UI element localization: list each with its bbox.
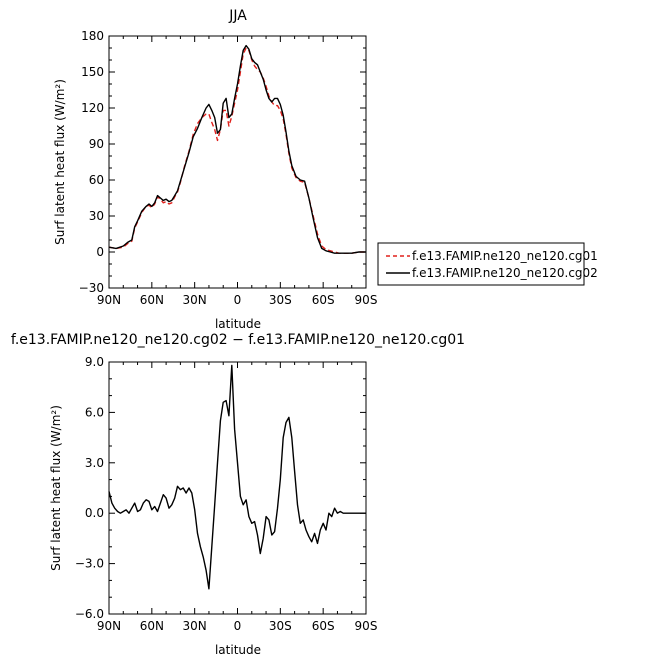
top-panel: JJA 90N 60N 30N 0 30S 60S 90S −30 0 30 60 90 120 150 1… [53, 8, 598, 331]
top-ticks: 90N 60N 30N 0 30S 60S 90S −30 0 30 60 90 120 150 180 [79, 29, 378, 307]
top-xtick-label: 0 [234, 293, 242, 307]
top-xtick-label: 60S [312, 293, 335, 307]
top-ytick-label: 0 [96, 245, 104, 259]
top-xtick-label: 60N [140, 293, 164, 307]
bottom-axes-box [108, 361, 367, 615]
bottom-ytick-label: 0.0 [85, 506, 104, 520]
legend: f.e13.FAMIP.ne120_ne120.cg01 f.e13.FAMIP… [377, 242, 598, 286]
top-ytick-label: 60 [89, 173, 104, 187]
top-series-group [108, 44, 366, 254]
legend-label-cg02: f.e13.FAMIP.ne120_ne120.cg02 [412, 266, 598, 280]
top-xtick-label: 90S [355, 293, 378, 307]
bottom-plot-frame: 90N 60N 30N 0 30S 60S 90S −6.0 −3.0 0.0 3.0 6.0 9.0 [75, 355, 378, 633]
bottom-ytick-label: −6.0 [75, 607, 104, 621]
top-ytick-label: 180 [81, 29, 104, 43]
bottom-title: f.e13.FAMIP.ne120_ne120.cg02 − f.e13.FAM… [11, 332, 465, 348]
bottom-xtick-label: 60N [140, 619, 164, 633]
bottom-series-group [108, 364, 366, 590]
top-plot-frame: 90N 60N 30N 0 30S 60S 90S −30 0 30 60 90 120 150 180 [79, 29, 378, 307]
bottom-ticks: 90N 60N 30N 0 30S 60S 90S −6.0 −3.0 0.0 3.0 6.0 9.0 [75, 355, 378, 633]
bottom-xtick-label: 90S [355, 619, 378, 633]
top-xtick-label: 30N [183, 293, 207, 307]
top-ytick-label: 120 [81, 101, 104, 115]
bottom-xtick-label: 30S [269, 619, 292, 633]
bottom-ytick-label: 6.0 [85, 405, 104, 419]
top-title: JJA [228, 8, 247, 24]
legend-box [377, 242, 585, 286]
top-xtick-label: 30S [269, 293, 292, 307]
top-ytick-label: 90 [89, 137, 104, 151]
bottom-xtick-label: 90N [97, 619, 121, 633]
bottom-xlabel: latitude [215, 643, 261, 657]
bottom-xtick-label: 0 [234, 619, 242, 633]
top-xtick-label: 90N [97, 293, 121, 307]
bottom-ylabel: Surf latent heat flux (W/m²) [49, 405, 63, 571]
top-ytick-label: 30 [89, 209, 104, 223]
top-series-line-0 [108, 47, 366, 254]
bottom-ytick-label: 9.0 [85, 355, 104, 369]
top-ytick-label: 150 [81, 65, 104, 79]
legend-label-cg01: f.e13.FAMIP.ne120_ne120.cg01 [412, 249, 598, 263]
bottom-ytick-label: 3.0 [85, 456, 104, 470]
top-series-line-1 [108, 44, 366, 254]
top-axes-box [108, 35, 367, 289]
bottom-panel: f.e13.FAMIP.ne120_ne120.cg02 − f.e13.FAM… [11, 332, 465, 657]
bottom-xtick-label: 60S [312, 619, 335, 633]
bottom-ytick-label: −3.0 [75, 557, 104, 571]
bottom-xtick-label: 30N [183, 619, 207, 633]
top-xlabel: latitude [215, 317, 261, 331]
top-ytick-label: −30 [79, 281, 104, 295]
bottom-series-line-0 [108, 364, 366, 590]
top-ylabel: Surf latent heat flux (W/m²) [53, 79, 67, 245]
